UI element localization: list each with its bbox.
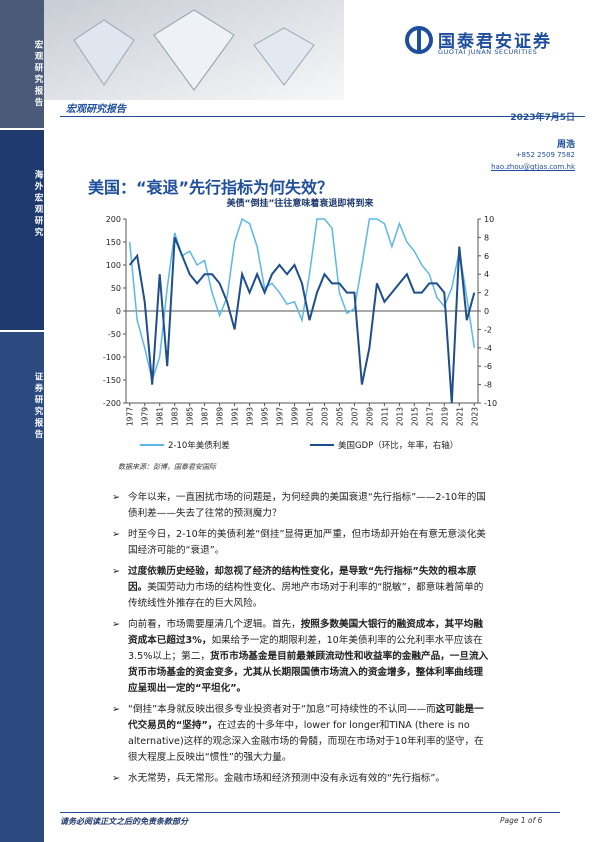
- bullet-text: 时至今日，2-10年的美债利差“倒挂”显得更加严重，但市场却开始在有意无意淡化美…: [128, 529, 486, 556]
- sidebar-text: 宏观研究报告: [33, 40, 43, 109]
- disclaimer: 请务必阅读正文之后的免责条款部分: [60, 817, 188, 826]
- legend-label: 美国GDP（环比，年率，右轴）: [338, 440, 458, 451]
- bullet-text: 在过去的十多年中，lower for longer和TINA (there is…: [128, 720, 484, 763]
- x-tick-label: 1999: [291, 407, 300, 426]
- y-tick-label: -100: [103, 353, 121, 362]
- header-image: [44, 0, 344, 100]
- y2-tick-label: -2: [484, 325, 492, 334]
- legend-label: 2-10年美债利差: [168, 440, 230, 451]
- bullet: 过度依赖历史经验，却忽视了经济的结构性变化，是导致“先行指标”失效的根本原因。美…: [112, 564, 492, 612]
- y-tick-label: -50: [108, 330, 121, 339]
- y-tick-label: -200: [103, 399, 121, 408]
- divider: [60, 116, 585, 117]
- logo-mark: [405, 26, 433, 54]
- x-tick-label: 2001: [305, 407, 314, 426]
- y2-tick-label: 4: [484, 270, 489, 279]
- x-tick-label: 2007: [350, 407, 359, 426]
- y2-tick-label: 6: [484, 252, 489, 261]
- title: 美国：“衰退”先行指标为何失效？: [88, 178, 334, 197]
- x-tick-label: 1981: [156, 407, 165, 426]
- divider: [60, 812, 560, 813]
- bullet: “倒挂”本身就反映出很多专业投资者对于“加息”可持续性的不认同——而这可能是一代…: [112, 702, 492, 766]
- x-tick-label: 2013: [395, 407, 404, 426]
- x-tick-label: 2015: [410, 407, 419, 426]
- y2-tick-label: 10: [484, 215, 494, 224]
- series-line: [128, 237, 476, 404]
- chart: 美债“倒挂”往往意味着衰退即将到来 -200-150-100-500501001…: [103, 197, 497, 451]
- bullet-text: 今年以来，一直困扰市场的问题是，为何经典的美国衰退“先行指标”——2-10年的国…: [128, 492, 486, 519]
- y-tick-label: 100: [106, 261, 121, 270]
- author-phone: +852 2509 7582: [515, 151, 575, 159]
- logo-en: GUOTAI JUNAN SECURITIES: [438, 48, 538, 56]
- x-tick-label: 1979: [141, 407, 150, 426]
- sidebar-block: 宏观研究报告: [0, 0, 44, 128]
- y2-tick-label: -6: [484, 362, 492, 371]
- sidebar-text: 证券研究报告: [33, 372, 43, 441]
- x-tick-label: 1991: [231, 407, 240, 426]
- x-tick-label: 2021: [455, 407, 464, 426]
- bullet-list: 今年以来，一直困扰市场的问题是，为何经典的美国衰退“先行指标”——2-10年的国…: [112, 490, 492, 792]
- author-name: 周浩: [556, 140, 575, 150]
- y-tick-label: 0: [116, 307, 121, 316]
- report-type: 宏观研究报告: [66, 104, 126, 115]
- bullet-text: “倒挂”本身就反映出很多专业投资者对于“加息”可持续性的不认同——而: [128, 704, 436, 715]
- y2-tick-label: 8: [484, 233, 489, 242]
- x-tick-label: 2023: [470, 407, 479, 426]
- x-tick-label: 1993: [246, 407, 255, 426]
- page-number: Page 1 of 6: [500, 816, 543, 825]
- x-tick-label: 2011: [380, 407, 389, 426]
- x-tick-label: 2009: [365, 407, 374, 426]
- y-tick-label: 150: [106, 238, 121, 247]
- y2-tick-label: -8: [484, 381, 492, 390]
- x-tick-label: 2005: [335, 407, 344, 426]
- y2-tick-label: 2: [484, 289, 489, 298]
- sidebar-block: 证券研究报告: [0, 332, 44, 842]
- y-tick-label: -150: [103, 376, 121, 385]
- bullet-text: 按照多数美国大银行的融资成本，其平均融资成本已超过3%，: [128, 619, 483, 646]
- y2-tick-label: -4: [484, 344, 492, 353]
- x-tick-label: 1995: [261, 407, 270, 426]
- bullet-text: 这可能是一代交易员的“坚持”，: [128, 704, 484, 731]
- x-tick-label: 1997: [276, 407, 285, 426]
- x-tick-label: 1977: [126, 407, 135, 426]
- series-line: [128, 217, 476, 383]
- bullet-text: 水无常势，兵无常形。金融市场和经济预测中没有永远有效的“先行指标”。: [128, 773, 445, 784]
- bullet: 时至今日，2-10年的美债利差“倒挂”显得更加严重，但市场却开始在有意无意淡化美…: [112, 527, 492, 559]
- bullet-text: 向前看，市场需要厘清几个逻辑。首先，: [128, 619, 301, 630]
- chart-source: 数据来源：彭博，国泰君安国际: [118, 463, 216, 471]
- y-tick-label: 200: [106, 215, 121, 224]
- bullet: 水无常势，兵无常形。金融市场和经济预测中没有永远有效的“先行指标”。: [112, 771, 492, 787]
- y2-tick-label: -10: [484, 399, 497, 408]
- chart-title: 美债“倒挂”往往意味着衰退即将到来: [227, 197, 375, 209]
- x-tick-label: 1985: [186, 407, 195, 426]
- bullet: 向前看，市场需要厘清几个逻辑。首先，按照多数美国大银行的融资成本，其平均融资成本…: [112, 617, 492, 697]
- bullet-text: 美国劳动力市场的结构性变化、房地产市场对于利率的“脱敏”，都意味着简单的传统线性…: [128, 582, 484, 609]
- logo-cn: 国泰君安证券: [438, 32, 552, 52]
- sidebar-text: 海外宏观研究: [33, 170, 43, 239]
- y-tick-label: 50: [111, 284, 121, 293]
- x-tick-label: 2003: [320, 407, 329, 426]
- bullet-text: 如果给予一定的期限利差，10年美债利率的公允利率水平应该在3.5%以上；第二，: [128, 635, 483, 662]
- bullet-text: 货币市场基金是目前最兼顾流动性和收益率的金融产品，一旦流入货币市场基金的资金变多…: [128, 651, 489, 694]
- x-tick-label: 2019: [440, 407, 449, 426]
- bullet: 今年以来，一直困扰市场的问题是，为何经典的美国衰退“先行指标”——2-10年的国…: [112, 490, 492, 522]
- x-tick-label: 1989: [216, 407, 225, 426]
- x-tick-label: 1983: [171, 407, 180, 426]
- bullet-text: 过度依赖历史经验，却忽视了经济的结构性变化，是导致“先行指标”失效的根本原因。: [128, 566, 477, 593]
- author-email: hao.zhou@gtjas.com.hk: [491, 163, 575, 171]
- sidebar-block: 海外宏观研究: [0, 130, 44, 330]
- y2-tick-label: 0: [484, 307, 489, 316]
- x-tick-label: 2017: [425, 407, 434, 426]
- x-tick-label: 1987: [201, 407, 210, 426]
- date: 2023年7月5日: [510, 113, 575, 123]
